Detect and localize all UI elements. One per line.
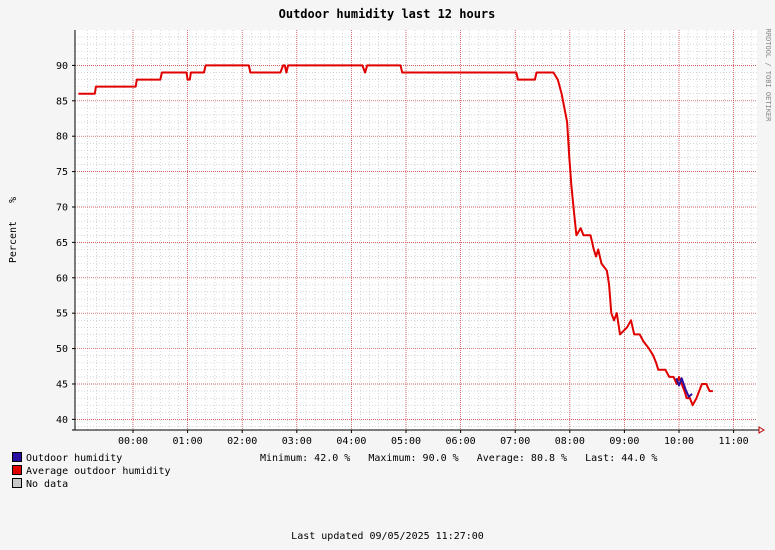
- x-tick-label: 07:00: [500, 436, 530, 447]
- tick-labels: 40 45 50 55 60 65 70 75 80 85 90 00:00 01:00 02:00 03:…: [56, 61, 749, 447]
- series-line: [675, 377, 693, 398]
- y-tick-label: 75: [56, 167, 68, 178]
- x-tick-label: 00:00: [118, 436, 148, 447]
- x-tick-label: 01:00: [173, 436, 203, 447]
- x-tick-label: 05:00: [391, 436, 421, 447]
- plot-area: [75, 30, 757, 430]
- x-tick-label: 06:00: [446, 436, 476, 447]
- y-tick-label: 65: [56, 238, 68, 249]
- legend-item-outdoor-humidity: Outdoor humidity: [12, 452, 122, 464]
- x-tick-label: 02:00: [227, 436, 257, 447]
- legend-item-no-data: No data: [12, 478, 68, 490]
- chart-title: Outdoor humidity last 12 hours: [279, 7, 496, 21]
- y-tick-label: 50: [56, 344, 68, 355]
- y-tick-label: 70: [56, 202, 68, 213]
- y-tick-label: 80: [56, 132, 68, 143]
- legend-swatch-no-data: [12, 478, 22, 488]
- statistics-line: Minimum: 42.0 % Maximum: 90.0 % Average:…: [260, 453, 658, 464]
- legend-label: Outdoor humidity: [26, 453, 123, 464]
- legend-label: Average outdoor humidity: [26, 466, 171, 477]
- legend-item-average-humidity: Average outdoor humidity: [12, 465, 171, 477]
- y-tick-label: 45: [56, 379, 68, 390]
- y-tick-label: 55: [56, 309, 68, 320]
- y-tick-label: 90: [56, 61, 68, 72]
- x-axis-arrow: [758, 426, 765, 434]
- x-tick-label: 03:00: [282, 436, 312, 447]
- x-tick-label: 04:00: [336, 436, 366, 447]
- legend-swatch-average-humidity: [12, 465, 22, 475]
- y-tick-label: 40: [56, 415, 68, 426]
- x-tick-label: 09:00: [609, 436, 639, 447]
- x-tick-label: 08:00: [555, 436, 585, 447]
- y-tick-label: 85: [56, 96, 68, 107]
- legend-swatch-outdoor-humidity: [12, 452, 22, 462]
- y-tick-label: 60: [56, 273, 68, 284]
- rrdtool-watermark: RRDTOOL / TOBI OETIKER: [764, 29, 772, 123]
- series-line: [78, 64, 713, 407]
- last-updated: Last updated 09/05/2025 11:27:00: [291, 531, 484, 542]
- y-axis-label: Percent %: [8, 197, 19, 263]
- x-tick-label: 11:00: [719, 436, 749, 447]
- x-tick-label: 10:00: [664, 436, 694, 447]
- legend-label: No data: [26, 479, 69, 490]
- grid: [75, 30, 757, 430]
- series-lines: [78, 64, 713, 407]
- axes: [72, 30, 765, 434]
